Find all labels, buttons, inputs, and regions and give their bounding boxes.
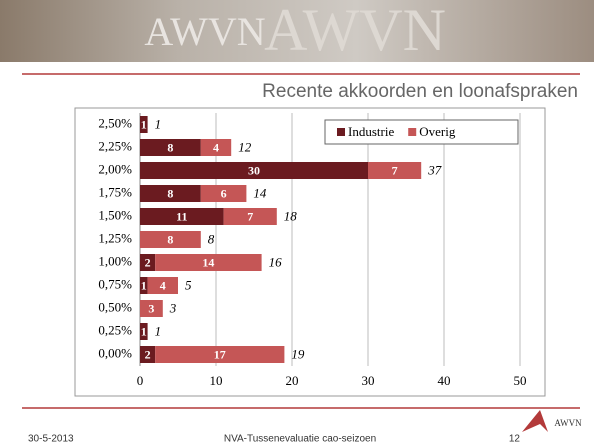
- legend-label: Overig: [419, 124, 456, 139]
- bar-segment: [140, 185, 201, 202]
- x-tick-label: 40: [438, 373, 451, 388]
- banner-text: AWVN: [144, 9, 265, 54]
- data-label: 8: [167, 186, 173, 200]
- total-label: 16: [269, 254, 283, 269]
- data-label: 8: [167, 140, 173, 154]
- total-label: 12: [238, 139, 252, 154]
- bar-segment: [200, 185, 247, 202]
- banner: [0, 0, 594, 62]
- total-label: 1: [155, 323, 162, 338]
- y-tick-label: 2,00%: [98, 161, 132, 176]
- total-label: 37: [427, 162, 442, 177]
- y-tick-label: 1,75%: [98, 184, 132, 199]
- y-tick-label: 0,25%: [98, 322, 132, 337]
- bar-segment: [147, 277, 178, 294]
- data-label: 1: [141, 117, 147, 131]
- legend-label: Industrie: [348, 124, 394, 139]
- data-label: 30: [248, 163, 260, 177]
- total-label: 3: [169, 300, 177, 315]
- bar-segment: [140, 162, 368, 179]
- legend-frame: [324, 119, 519, 145]
- y-tick-label: 1,25%: [98, 230, 132, 245]
- y-tick-label: 0,00%: [98, 345, 132, 360]
- bar-segment: [155, 346, 285, 363]
- x-tick-label: 10: [210, 373, 223, 388]
- data-label: 4: [160, 278, 166, 292]
- data-label: 14: [202, 255, 214, 269]
- y-tick-label: 2,25%: [98, 138, 132, 153]
- bar-segment: [140, 208, 224, 225]
- banner-text: AWVN: [264, 0, 446, 63]
- x-tick-label: 30: [362, 373, 375, 388]
- data-label: 6: [221, 186, 227, 200]
- y-tick-label: 0,50%: [98, 299, 132, 314]
- data-label: 1: [141, 278, 147, 292]
- total-label: 8: [208, 231, 215, 246]
- y-tick-label: 2,50%: [98, 115, 132, 130]
- bar-segment: [140, 346, 156, 363]
- bar-segment: [140, 231, 201, 248]
- y-tick-label: 1,50%: [98, 207, 132, 222]
- data-label: 3: [148, 301, 154, 315]
- total-label: 5: [185, 277, 192, 292]
- total-label: 18: [284, 208, 298, 223]
- slide-title: Recente akkoorden en loonafspraken: [262, 81, 578, 102]
- x-tick-label: 50: [514, 373, 527, 388]
- data-label: 7: [247, 209, 253, 223]
- bar-segment: [140, 254, 156, 271]
- logo-mark: [522, 410, 548, 432]
- bar-segment: [223, 208, 277, 225]
- bar-segment: [140, 277, 148, 294]
- y-tick-label: 1,00%: [98, 253, 132, 268]
- bar-segment: [200, 139, 232, 156]
- total-label: 1: [155, 116, 162, 131]
- bar-segment: [140, 139, 201, 156]
- footer-text: NVA-Tussenevaluatie cao-seizoen: [224, 434, 376, 445]
- bar-segment: [155, 254, 262, 271]
- data-label: 2: [145, 255, 151, 269]
- data-label: 8: [167, 232, 173, 246]
- page-number: 12: [509, 434, 521, 445]
- legend-swatch: [408, 128, 417, 136]
- data-label: 17: [214, 347, 226, 361]
- bar-segment: [140, 300, 163, 317]
- data-label: 4: [213, 140, 219, 154]
- data-label: 1: [141, 324, 147, 338]
- bar-segment: [140, 323, 148, 340]
- bar-segment: [140, 116, 148, 133]
- total-label: 14: [253, 185, 267, 200]
- bar-segment: [368, 162, 422, 179]
- data-label: 7: [392, 163, 398, 177]
- data-label: 2: [145, 347, 151, 361]
- total-label: 19: [291, 346, 305, 361]
- logo-text: AWVN: [554, 418, 582, 428]
- x-tick-label: 0: [137, 373, 144, 388]
- legend-swatch: [337, 128, 345, 136]
- y-tick-label: 0,75%: [98, 276, 132, 291]
- footer-date: 30-5-2013: [28, 434, 74, 445]
- x-tick-label: 20: [286, 373, 299, 388]
- data-label: 11: [176, 209, 187, 223]
